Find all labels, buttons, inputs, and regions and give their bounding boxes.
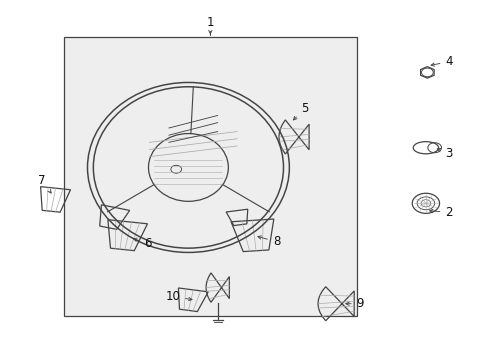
Text: 4: 4 (430, 55, 452, 68)
Text: 7: 7 (38, 174, 51, 193)
Bar (64, 37, 356, 316)
Text: 6: 6 (133, 237, 152, 250)
Text: 1: 1 (206, 17, 214, 30)
Text: 10: 10 (165, 290, 192, 303)
Text: 2: 2 (429, 206, 452, 219)
Text: 8: 8 (257, 235, 280, 248)
Text: 5: 5 (293, 102, 308, 120)
Text: 9: 9 (345, 297, 364, 310)
Text: 3: 3 (436, 147, 452, 159)
